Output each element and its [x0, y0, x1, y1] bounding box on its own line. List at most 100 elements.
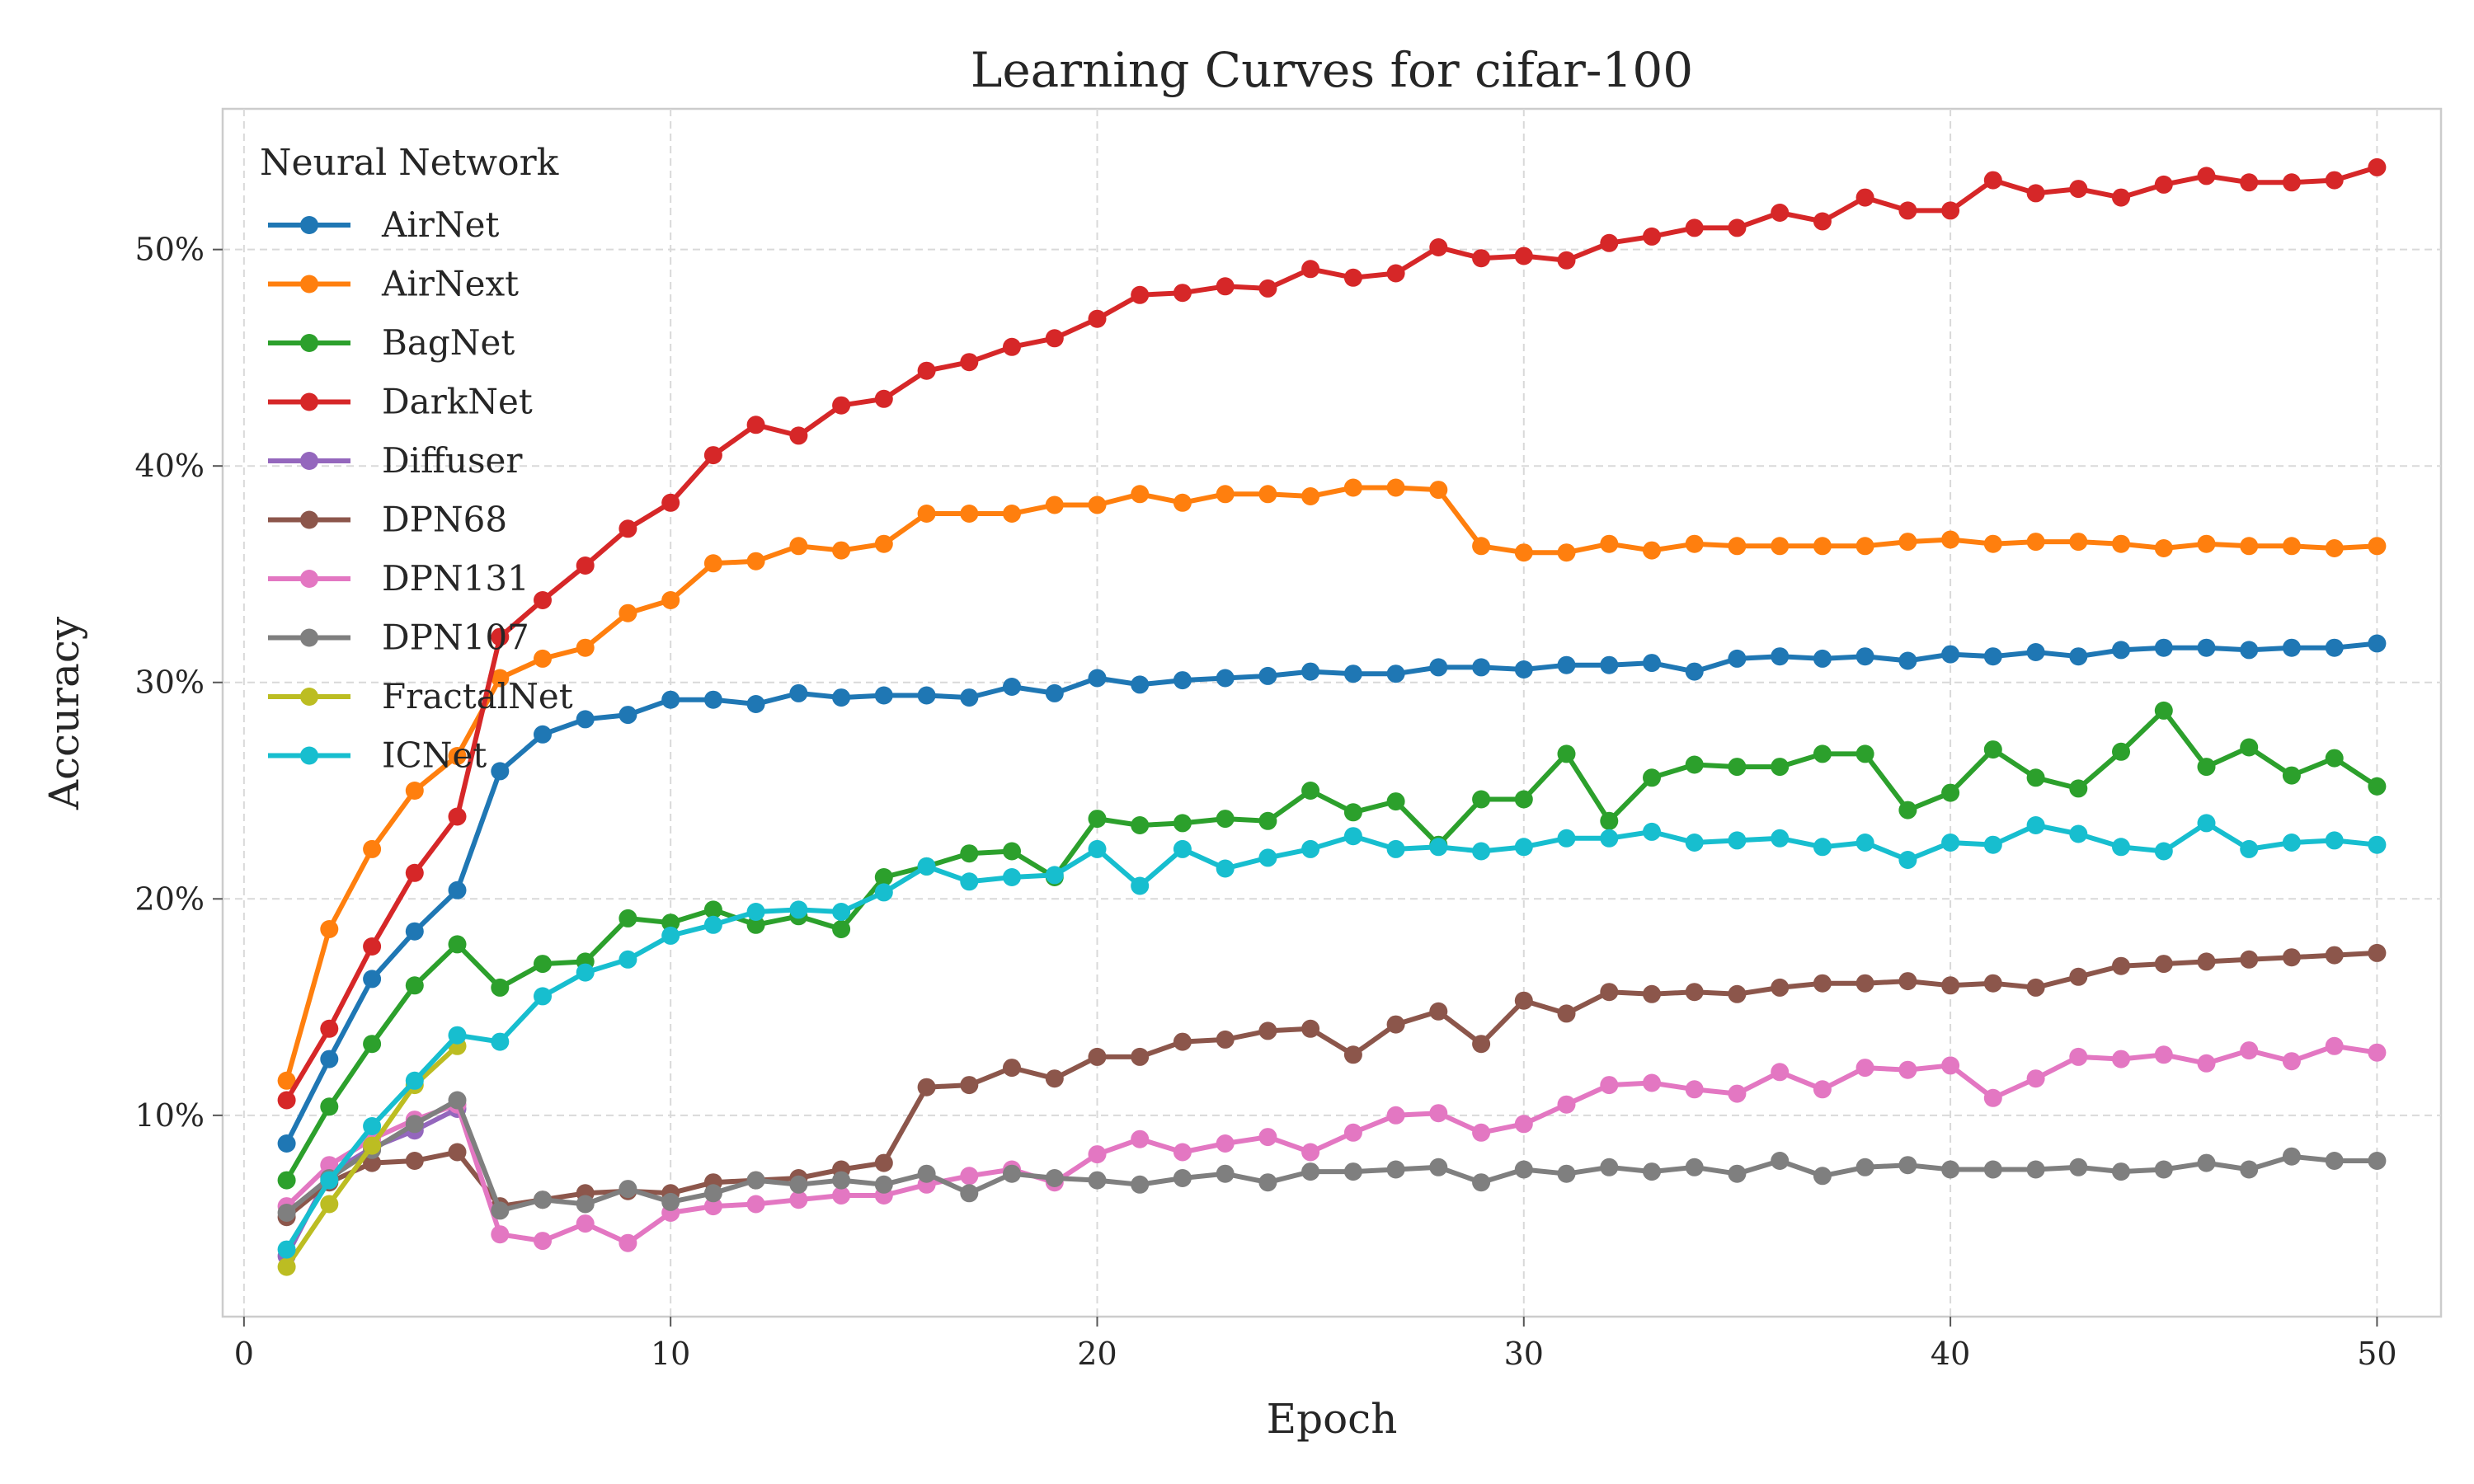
- data-point-darknet: [2069, 180, 2088, 199]
- data-point-bagnet: [1771, 758, 1790, 777]
- data-point-airnet: [1003, 678, 1021, 696]
- data-point-dpn107: [1771, 1152, 1790, 1170]
- data-point-dpn131: [1728, 1084, 1747, 1103]
- data-point-darknet: [1173, 284, 1192, 303]
- data-point-icnet: [491, 1032, 510, 1051]
- data-point-darknet: [2026, 184, 2045, 203]
- data-point-airnext: [1088, 495, 1107, 514]
- data-point-icnet: [2325, 831, 2344, 850]
- series-dpn107: [277, 1091, 2387, 1222]
- data-point-dpn107: [1514, 1160, 1533, 1179]
- data-point-darknet: [2197, 167, 2216, 186]
- data-point-bagnet: [1557, 744, 1576, 763]
- data-point-airnext: [277, 1071, 296, 1090]
- legend-item-airnet: AirNet: [268, 204, 499, 245]
- data-point-dpn131: [1643, 1073, 1661, 1092]
- data-point-dpn68: [960, 1076, 979, 1095]
- data-point-bagnet: [1514, 790, 1533, 809]
- data-point-icnet: [448, 1026, 467, 1045]
- data-point-darknet: [618, 519, 637, 538]
- data-point-icnet: [1258, 848, 1277, 867]
- legend-item-diffuser: Diffuser: [268, 440, 523, 481]
- data-point-airnet: [1131, 675, 1150, 694]
- data-point-airnext: [1728, 537, 1747, 556]
- legend-label: ICNet: [382, 735, 487, 776]
- data-point-icnet: [576, 963, 595, 982]
- data-point-airnext: [1258, 485, 1277, 504]
- data-point-dpn107: [576, 1195, 595, 1214]
- data-point-dpn107: [2197, 1153, 2216, 1172]
- data-point-dpn68: [2197, 952, 2216, 971]
- series-bagnet: [277, 701, 2387, 1190]
- data-point-dpn107: [1216, 1164, 1235, 1183]
- data-point-bagnet: [363, 1035, 382, 1054]
- data-point-dpn107: [1600, 1158, 1619, 1176]
- data-point-dpn107: [1003, 1164, 1021, 1183]
- data-point-dpn131: [1258, 1128, 1277, 1147]
- series-group: [277, 157, 2387, 1276]
- data-point-bagnet: [618, 909, 637, 928]
- data-point-dpn107: [1728, 1164, 1747, 1183]
- data-point-darknet: [1472, 249, 1491, 268]
- data-point-bagnet: [1643, 768, 1661, 787]
- x-tick-label: 30: [1504, 1336, 1544, 1372]
- data-point-dpn131: [2154, 1045, 2173, 1064]
- data-point-airnet: [1173, 671, 1192, 690]
- data-point-airnext: [618, 603, 637, 622]
- data-point-dpn131: [1088, 1145, 1107, 1164]
- legend-swatch-marker: [300, 510, 318, 529]
- data-point-dpn131: [1898, 1060, 1917, 1079]
- data-point-bagnet: [1898, 801, 1917, 819]
- data-point-dpn131: [746, 1195, 765, 1214]
- data-point-dpn107: [2368, 1152, 2387, 1170]
- legend-item-icnet: ICNet: [268, 735, 487, 776]
- data-point-darknet: [1856, 188, 1874, 207]
- legend-swatch-marker: [300, 570, 318, 588]
- data-point-dpn68: [1173, 1032, 1192, 1051]
- data-point-icnet: [2240, 839, 2259, 858]
- data-point-dpn131: [1472, 1123, 1491, 1142]
- data-point-icnet: [960, 872, 979, 891]
- data-point-airnext: [1301, 487, 1320, 505]
- data-point-dpn107: [491, 1201, 510, 1220]
- data-point-dpn68: [2240, 950, 2259, 969]
- data-point-dpn68: [1813, 974, 1832, 993]
- data-point-dpn131: [1216, 1134, 1235, 1153]
- data-point-airnet: [1088, 669, 1107, 688]
- data-point-dpn107: [1643, 1162, 1661, 1181]
- data-point-airnet: [832, 688, 851, 707]
- data-point-icnet: [1728, 831, 1747, 850]
- data-point-airnext: [448, 747, 467, 765]
- data-point-icnet: [2282, 834, 2301, 852]
- legend: Neural Network AirNet AirNext BagNet DarkNe…: [260, 142, 573, 776]
- data-point-airnet: [1386, 665, 1405, 683]
- data-point-darknet: [1813, 212, 1832, 231]
- data-point-airnext: [746, 552, 765, 571]
- data-point-dpn131: [2069, 1047, 2088, 1066]
- data-point-icnet: [534, 987, 552, 1006]
- data-point-bagnet: [1173, 814, 1192, 833]
- data-point-dpn68: [1941, 976, 1960, 995]
- data-point-dpn68: [874, 1153, 893, 1172]
- y-tick-label: 20%: [135, 881, 205, 917]
- data-point-icnet: [1983, 835, 2002, 854]
- data-point-darknet: [1088, 309, 1107, 328]
- data-point-bagnet: [1856, 744, 1874, 763]
- data-point-airnext: [1386, 478, 1405, 497]
- data-point-icnet: [746, 903, 765, 921]
- data-point-airnet: [1728, 649, 1747, 668]
- legend-swatch-marker: [300, 392, 318, 411]
- data-point-airnext: [1429, 481, 1448, 500]
- data-point-airnet: [1301, 662, 1320, 681]
- data-point-airnet: [2325, 638, 2344, 657]
- data-point-dpn68: [2026, 978, 2045, 997]
- data-point-darknet: [277, 1091, 296, 1110]
- data-point-icnet: [1173, 839, 1192, 858]
- data-point-bagnet: [2112, 742, 2130, 761]
- data-point-darknet: [1557, 251, 1576, 270]
- data-point-icnet: [1813, 838, 1832, 857]
- data-point-airnet: [1983, 647, 2002, 666]
- data-point-airnet: [1643, 654, 1661, 673]
- data-point-airnext: [363, 839, 382, 858]
- data-point-darknet: [960, 353, 979, 372]
